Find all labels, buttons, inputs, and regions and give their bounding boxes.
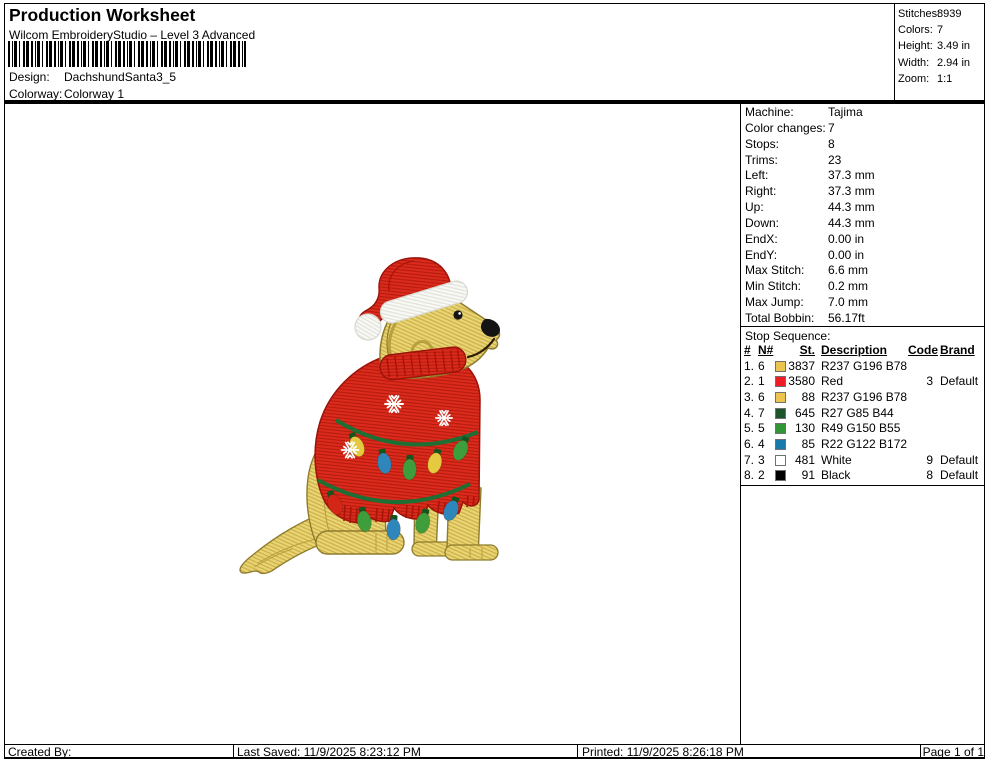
header-divider: [894, 3, 895, 101]
footer-divider: [4, 744, 985, 745]
stop-sequence-row: 3. 6 88 R237 G196 B78: [744, 389, 908, 404]
dog-eye: [453, 310, 463, 320]
panel-value: 8: [828, 136, 835, 151]
printed-text: Printed: 11/9/2025 8:26:18 PM: [582, 745, 744, 759]
panel-value: 0.00 in: [828, 231, 865, 246]
stop-sequence-row: 2. 1 3580 Red 3 Default: [744, 374, 979, 389]
panel-value: Tajima: [828, 105, 863, 119]
panel-value: 44.3 mm: [828, 200, 875, 215]
panel-label: EndX:: [745, 231, 778, 246]
stat-value: 3.49 in: [937, 40, 971, 53]
footer-cell-divider: [577, 745, 578, 759]
design-value: DachshundSanta3_5: [64, 70, 177, 84]
thread-color-swatch: [775, 360, 786, 372]
panel-value: 44.3 mm: [828, 215, 875, 230]
panel-label: Total Bobbin:: [745, 310, 815, 325]
panel-value: 6.6 mm: [828, 263, 869, 278]
stop-sequence-row: 7. 3 481 White 9 Default: [744, 452, 979, 467]
embroidery-design-preview: [239, 257, 501, 575]
footer-cell-divider: [920, 745, 921, 759]
last-saved-text: Last Saved: 11/9/2025 8:23:12 PM: [237, 745, 421, 759]
dog-rear-paw: [315, 530, 405, 555]
design-label: Design:: [9, 70, 50, 84]
stat-label: Height:: [898, 40, 933, 53]
design-row: Design: DachshundSanta3_5: [9, 70, 176, 84]
panel-divider: [740, 103, 741, 745]
santa-hat-band: [379, 280, 469, 324]
stop-sequence-row: 4. 7 645 R27 G85 B44: [744, 405, 894, 420]
thread-color-swatch: [775, 470, 786, 482]
panel-label: Max Jump:: [745, 295, 804, 310]
stop-sequence-header: # N# St. Description Code Brand: [744, 343, 986, 359]
thread-color-swatch: [775, 376, 786, 388]
colorway-label: Colorway:: [9, 87, 63, 101]
footer-cell-divider: [233, 745, 234, 759]
panel-label: Color changes:: [745, 120, 826, 135]
table-bottom-divider: [740, 484, 985, 486]
page-number: Page 1 of 1: [922, 745, 984, 759]
panel-label: Stops:: [745, 136, 780, 151]
stat-label: Stitches:: [898, 8, 941, 20]
panel-value: 37.3 mm: [828, 184, 875, 199]
sweater-collar: [379, 346, 467, 381]
barcode-icon: [8, 41, 246, 67]
stat-label: Width:: [898, 56, 930, 69]
col-seq: #: [744, 343, 751, 357]
light-garland: [334, 418, 479, 447]
panel-value: 7.0 mm: [828, 295, 869, 310]
thread-color-swatch: [775, 391, 786, 403]
panel-label: Trims:: [745, 152, 778, 167]
stat-value: 2.94 in: [937, 56, 971, 69]
colorway-value: Colorway 1: [64, 87, 125, 101]
page-title: Production Worksheet: [9, 5, 196, 25]
stop-sequence-divider: [740, 326, 985, 327]
stats-box: Stitches: 8939 Colors: 7 Height: 3.49 in Wi…: [898, 6, 984, 87]
panel-label: Left:: [745, 168, 769, 183]
stat-label: Zoom:: [898, 72, 930, 85]
panel-label: Machine:: [745, 105, 794, 119]
panel-label: EndY:: [745, 247, 778, 262]
panel-value: 0.2 mm: [828, 279, 869, 294]
thread-color-swatch: [775, 454, 786, 466]
col-stitches: St.: [799, 343, 815, 357]
dog-mouth: [466, 337, 496, 359]
santa-hat-pom: [354, 313, 382, 341]
colorway-row: Colorway: Colorway 1: [9, 87, 124, 101]
page-border: [4, 3, 985, 759]
panel-value: 56.17ft: [828, 310, 865, 325]
header-thick-divider: [4, 100, 985, 104]
panel-label: Min Stitch:: [745, 279, 802, 294]
stat-label: Colors:: [898, 24, 933, 37]
panel-value: 23: [828, 152, 842, 167]
stop-sequence-row: 8. 2 91 Black 8 Default: [744, 468, 979, 483]
col-description: Description: [821, 343, 888, 357]
col-brand: Brand: [940, 343, 975, 357]
dog-nose: [480, 318, 500, 337]
created-by-label: Created By:: [8, 745, 72, 759]
stop-sequence-title: Stop Sequence:: [745, 329, 831, 343]
panel-label: Down:: [745, 215, 780, 230]
panel-label: Max Stitch:: [745, 263, 805, 278]
thread-color-swatch: [775, 439, 786, 450]
stat-value: 1:1: [937, 72, 953, 85]
stop-sequence-row: 5. 5 130 R49 G150 B55: [744, 421, 901, 436]
panel-label: Up:: [745, 200, 764, 215]
panel-value: 37.3 mm: [828, 168, 875, 183]
panel-value: 0.00 in: [828, 247, 865, 262]
panel-label: Right:: [745, 184, 777, 199]
col-code: Code: [908, 343, 938, 357]
machine-info-panel: Machine: Tajima Color changes: 7 Stops: 8 T…: [745, 105, 985, 327]
light-garland: [317, 478, 471, 505]
stop-sequence-row: 6. 4 85 R22 G122 B172: [744, 437, 908, 451]
col-needle: N#: [758, 343, 774, 357]
thread-color-swatch: [775, 423, 786, 435]
panel-value: 7: [828, 120, 835, 135]
stat-value: 7: [937, 24, 944, 37]
stat-value: 8939: [937, 8, 962, 20]
thread-color-swatch: [775, 407, 786, 419]
stop-sequence-row: 1. 6 3837 R237 G196 B78: [744, 358, 908, 373]
software-subtitle: Wilcom EmbroideryStudio – Level 3 Advanc…: [9, 28, 256, 42]
